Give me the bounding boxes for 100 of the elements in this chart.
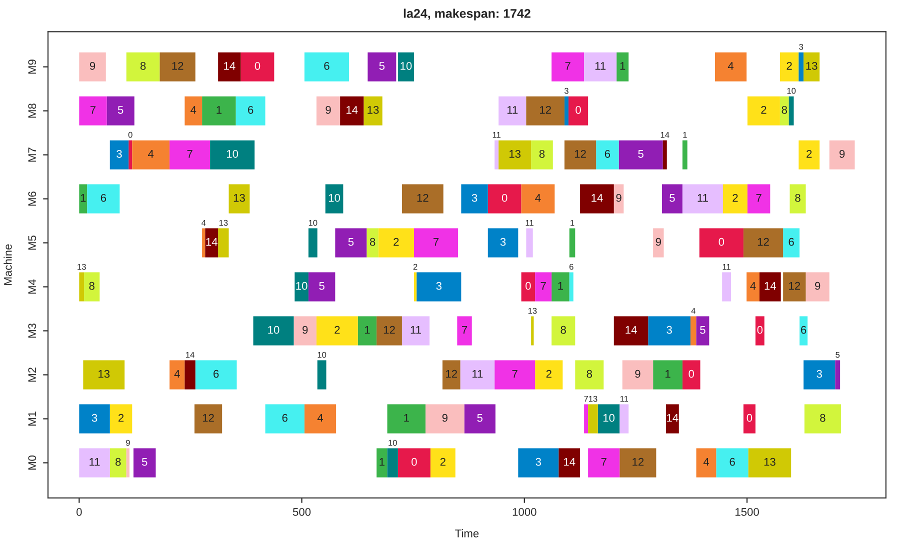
bar [376,316,402,346]
text: 14 [764,282,776,290]
y-tick-label: M3 [28,324,36,338]
text: 7 [90,106,96,114]
text: 10 [787,88,796,94]
bar [755,316,764,346]
text: 13 [234,194,245,202]
text: 14 [224,62,236,70]
bar [464,404,496,434]
text: 5 [700,326,706,334]
bar [442,360,460,390]
text: 13 [528,308,537,314]
bar [653,360,682,390]
text: 10 [388,440,397,446]
bar [800,316,808,346]
bar [696,316,710,346]
bar [126,52,160,82]
bar [460,360,495,390]
bar [387,448,398,478]
series-label: 11 [620,396,628,402]
text: 14 [346,106,358,114]
bar [521,184,555,214]
bar [531,316,534,346]
bar [618,140,663,170]
bar [205,228,218,258]
text: 8 [539,150,545,158]
text: 12 [417,194,428,202]
bar [743,228,784,258]
bar [110,404,132,434]
text: 11 [722,264,730,270]
text: 3 [666,326,672,334]
text: 12 [632,458,644,466]
y-tick-label: M8 [28,104,36,118]
bar [699,228,744,258]
bar [79,272,84,302]
text: 7 [187,150,192,158]
bar [402,316,430,346]
bar [835,360,840,390]
text: 0 [412,458,417,466]
text: 13 [764,458,776,466]
chart-title: la24, makespan: 1742 [404,8,530,20]
text: 0 [746,414,752,422]
bar [788,96,794,126]
text: 14 [660,132,670,138]
bar [716,448,748,478]
text: 9 [656,238,661,246]
bar [387,404,426,434]
text: 4 [535,194,541,202]
text: 6 [569,264,574,270]
bar [335,228,367,258]
bar [184,96,202,126]
bar [564,96,568,126]
text: 1 [620,62,626,70]
bar [535,272,552,302]
series-label: 5 [836,352,840,358]
bar [535,360,563,390]
text: 7 [565,62,570,70]
text: 8 [820,414,826,422]
text: 4 [750,282,756,290]
bar [722,272,731,302]
text: 13 [78,264,86,270]
text: 5 [118,106,124,114]
text: 9 [326,106,331,114]
bar [378,228,414,258]
y-tick-label: M2 [28,368,36,382]
bar [526,228,533,258]
text: 11 [472,370,483,378]
bar [696,448,716,478]
bar [253,316,294,346]
text: 4 [317,414,324,422]
text: 1 [666,370,670,378]
y-tick-label: M6 [28,192,36,206]
bar [780,52,799,82]
bar [194,404,222,434]
bar [358,316,377,346]
bar [368,52,396,82]
text: 3 [816,370,822,378]
bar [620,448,656,478]
bar [494,140,499,170]
series-label: 10 [296,282,308,290]
text: 9 [815,282,820,290]
text: 12 [574,150,586,158]
bar [790,184,806,214]
bar [236,96,266,126]
bar [682,360,700,390]
text: 5 [379,62,385,70]
text: 2 [786,62,792,70]
bar [202,96,236,126]
bar [366,228,378,258]
bar [160,52,196,82]
text: 2 [546,370,552,378]
bar [106,96,134,126]
bar [195,360,237,390]
bar [228,184,250,214]
text: 6 [730,458,735,466]
text: 7 [540,282,546,290]
text: 4 [190,106,196,114]
bar [79,184,88,214]
bar [806,272,830,302]
text: 1 [683,132,687,138]
